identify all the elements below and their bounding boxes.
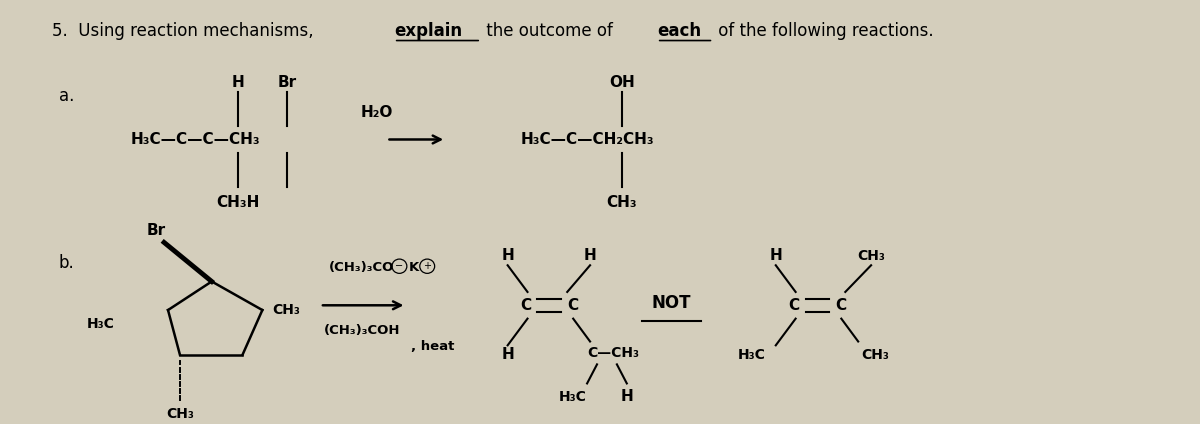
Text: H: H: [620, 389, 634, 404]
Text: C: C: [788, 298, 799, 313]
Text: H₃C: H₃C: [738, 348, 766, 362]
Text: H₃C: H₃C: [559, 390, 587, 404]
Text: H₃C—C—CH₂CH₃: H₃C—C—CH₂CH₃: [521, 132, 654, 147]
Text: H: H: [502, 347, 514, 363]
Text: −: −: [395, 261, 403, 271]
Text: C—CH₃: C—CH₃: [587, 346, 640, 360]
Text: of the following reactions.: of the following reactions.: [713, 22, 934, 40]
Text: b.: b.: [59, 254, 74, 272]
Text: H₃C: H₃C: [86, 317, 114, 331]
Text: (CH₃)₃CO: (CH₃)₃CO: [329, 261, 395, 273]
Text: H: H: [583, 248, 596, 263]
Text: (CH₃)₃COH: (CH₃)₃COH: [324, 324, 400, 337]
Text: each: each: [656, 22, 701, 40]
Text: CH₃: CH₃: [862, 348, 889, 362]
Text: Br: Br: [277, 75, 296, 90]
Text: explain: explain: [394, 22, 462, 40]
Text: CH₃: CH₃: [606, 195, 637, 210]
Text: Br: Br: [146, 223, 166, 238]
Text: CH₃: CH₃: [272, 303, 300, 317]
Text: C: C: [520, 298, 532, 313]
Text: the outcome of: the outcome of: [481, 22, 618, 40]
Text: K: K: [409, 261, 420, 273]
Text: H: H: [232, 75, 244, 90]
Text: a.: a.: [59, 86, 74, 105]
Text: CH₃H: CH₃H: [216, 195, 259, 210]
Text: , heat: , heat: [412, 340, 455, 353]
Text: C: C: [568, 298, 578, 313]
Text: 5.  Using reaction mechanisms,: 5. Using reaction mechanisms,: [52, 22, 319, 40]
Text: OH: OH: [608, 75, 635, 90]
Text: CH₃: CH₃: [166, 407, 194, 421]
Text: H₂O: H₂O: [360, 105, 392, 120]
Text: H₃C—C—C—CH₃: H₃C—C—C—CH₃: [131, 132, 260, 147]
Text: CH₃: CH₃: [857, 249, 886, 263]
Text: H: H: [769, 248, 782, 263]
Text: +: +: [424, 261, 431, 271]
Text: H: H: [502, 248, 514, 263]
Text: NOT: NOT: [652, 294, 691, 312]
Text: C: C: [835, 298, 847, 313]
